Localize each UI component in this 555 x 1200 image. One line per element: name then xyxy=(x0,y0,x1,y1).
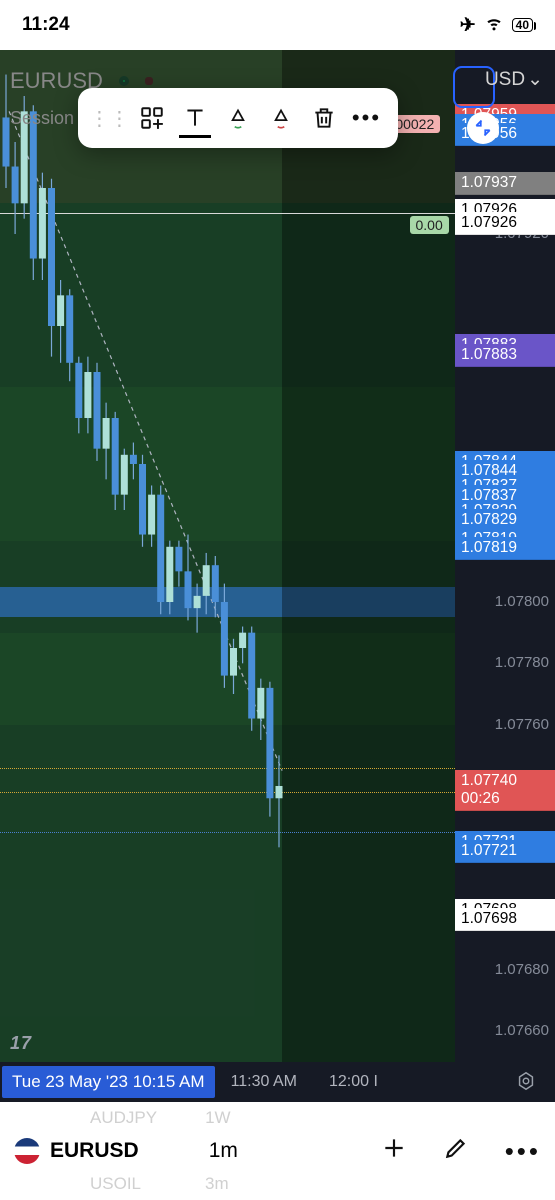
paint-up-tool[interactable] xyxy=(222,98,254,138)
status-dot-green-icon xyxy=(119,76,129,86)
ghost-symbol: AUDJPY xyxy=(90,1108,157,1128)
currency-selector[interactable]: USD ⌄ xyxy=(485,68,543,91)
time-tick: 12:00 I xyxy=(313,1073,394,1091)
more-tool-icon[interactable]: ••• xyxy=(350,98,382,138)
status-time: 11:24 xyxy=(22,14,70,36)
candlestick-series xyxy=(0,50,455,1062)
collapse-button[interactable] xyxy=(467,112,499,144)
ghost-tf: 1W xyxy=(205,1108,231,1128)
tradingview-logo: 17 xyxy=(10,1033,32,1054)
wifi-icon xyxy=(484,12,504,38)
status-bar: 11:24 ✈︎ 40 xyxy=(0,0,555,50)
edit-button[interactable] xyxy=(443,1135,469,1168)
watchlist-ghost-below: USOIL 3m xyxy=(90,1174,229,1194)
drawing-toolbox: ⋮⋮ ••• xyxy=(78,88,398,148)
axis-tick: 1.07680 xyxy=(495,961,549,978)
timeframe-picker[interactable]: 1m xyxy=(209,1139,238,1163)
ghost-tf: 3m xyxy=(205,1174,229,1194)
axis-tick: 1.07660 xyxy=(495,1022,549,1039)
axis-settings-icon[interactable] xyxy=(515,1070,537,1097)
trash-tool[interactable] xyxy=(308,98,340,138)
price-axis[interactable]: 1.01.079201.078001.077801.077601.076801.… xyxy=(455,50,555,1062)
price-tag[interactable]: 1.07937 xyxy=(455,172,555,195)
layout-tool[interactable] xyxy=(136,98,168,138)
price-tag[interactable]: 1.0774000:26 xyxy=(455,770,555,811)
battery-indicator: 40 xyxy=(512,18,533,32)
price-tag[interactable]: 1.07883 xyxy=(455,344,555,367)
airplane-icon: ✈︎ xyxy=(460,14,476,37)
time-axis[interactable]: Tue 23 May '23 10:15 AM 11:30 AM 12:00 I xyxy=(0,1062,555,1102)
ghost-symbol: USOIL xyxy=(90,1174,141,1194)
text-tool[interactable] xyxy=(179,98,211,138)
axis-tick: 1.07800 xyxy=(495,593,549,610)
time-tick: 11:30 AM xyxy=(215,1073,313,1091)
chevron-down-icon: ⌄ xyxy=(527,68,543,91)
symbol-picker[interactable]: EURUSD xyxy=(14,1138,139,1164)
axis-tick: 1.07780 xyxy=(495,654,549,671)
price-tag[interactable]: 1.07926 xyxy=(455,212,555,235)
bottom-timeframe: 1m xyxy=(209,1139,238,1162)
add-button[interactable] xyxy=(381,1135,407,1168)
price-tag[interactable]: 1.07721 xyxy=(455,840,555,863)
price-tag[interactable]: 1.07819 xyxy=(455,537,555,560)
bottom-symbol: EURUSD xyxy=(50,1139,139,1163)
more-button[interactable]: ••• xyxy=(505,1136,541,1167)
bottom-bar: AUDJPY 1W USOIL 3m EURUSD 1m ••• xyxy=(0,1102,555,1200)
chart-area[interactable]: 0.000220.00 xyxy=(0,50,455,1062)
drag-handle-icon[interactable]: ⋮⋮ xyxy=(93,98,125,138)
symbol-flag-icon xyxy=(14,1138,40,1164)
status-dot-red-icon xyxy=(145,77,153,85)
chart-floating-label: 0.00 xyxy=(410,216,449,234)
paint-down-tool[interactable] xyxy=(265,98,297,138)
chart-container: 0.000220.00 1.01.079201.078001.077801.07… xyxy=(0,50,555,1102)
status-indicators: ✈︎ 40 xyxy=(460,12,533,38)
currency-label: USD xyxy=(485,69,525,91)
axis-tick: 1.07760 xyxy=(495,716,549,733)
session-label: Session xyxy=(10,108,74,129)
time-cursor-label: Tue 23 May '23 10:15 AM xyxy=(2,1066,215,1098)
price-tag[interactable]: 1.07698 xyxy=(455,908,555,931)
watchlist-ghost-above: AUDJPY 1W xyxy=(90,1108,231,1128)
